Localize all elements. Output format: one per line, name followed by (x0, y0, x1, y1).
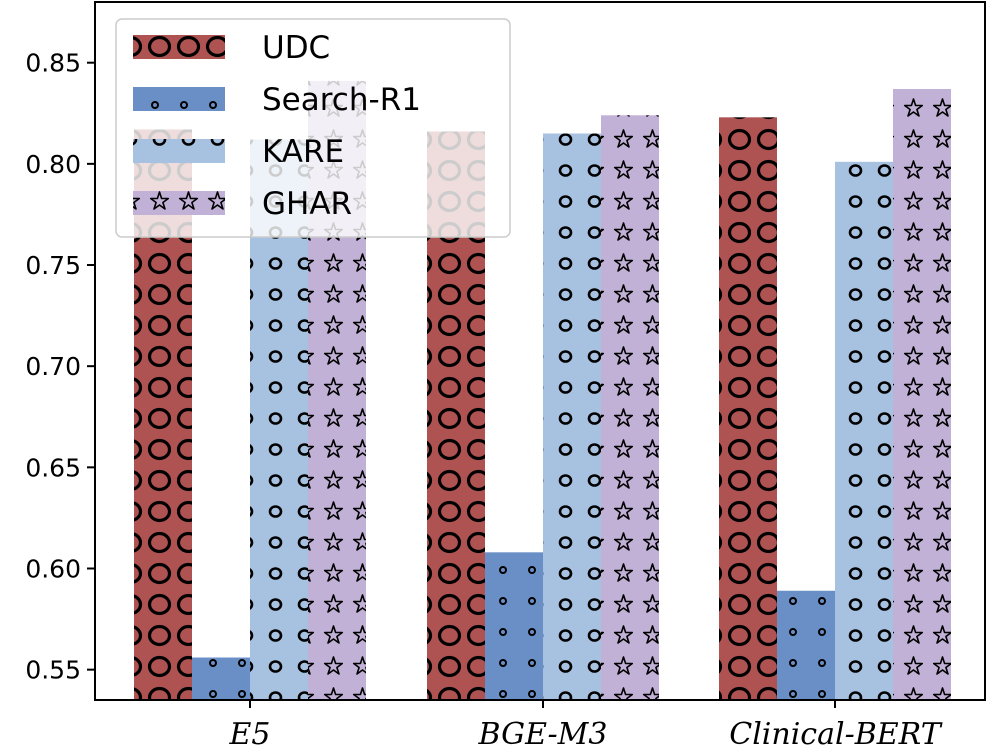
y-tick-label: 0.80 (25, 150, 81, 179)
plot-frame (94, 1, 986, 701)
bar-search-r1-e5 (192, 657, 250, 700)
x-tick-label-e5: E5 (229, 717, 271, 747)
bar-search-r1-clinical-bert (777, 590, 835, 700)
legend-swatch-ghar (133, 191, 225, 215)
legend: UDC Search-R1 KARE GHAR (115, 18, 511, 238)
bar-udc-clinical-bert (719, 117, 777, 701)
y-axis: 0.55 0.60 0.65 0.70 0.75 0.80 0.85 (25, 49, 95, 685)
legend-box (115, 18, 511, 238)
y-tick-label: 0.70 (25, 352, 81, 381)
bar-ghar-bge-m3 (601, 115, 659, 700)
bar-ghar-clinical-bert (893, 88, 951, 701)
x-axis: E5 BGE-M3 Clinical-BERT (229, 700, 943, 747)
legend-label-udc: UDC (262, 30, 330, 66)
bar-kare-bge-m3 (543, 133, 601, 700)
y-tick-label: 0.75 (25, 251, 81, 280)
y-tick-label: 0.85 (25, 49, 81, 78)
x-tick-label-bge-m3: BGE-M3 (478, 717, 608, 747)
legend-label-kare: KARE (262, 134, 344, 170)
y-tick-label: 0.60 (25, 554, 81, 583)
legend-swatch-kare (133, 139, 225, 163)
legend-label-search-r1: Search-R1 (262, 82, 421, 118)
y-tick-label: 0.55 (25, 656, 81, 685)
legend-label-ghar: GHAR (262, 186, 352, 222)
bar-search-r1-bge-m3 (485, 552, 543, 700)
x-tick-label-clinical-bert: Clinical-BERT (729, 717, 942, 747)
legend-swatch-search-r1 (133, 87, 225, 111)
legend-swatch-udc (133, 35, 225, 59)
y-tick-label: 0.65 (25, 453, 81, 482)
bar-kare-clinical-bert (835, 161, 893, 700)
